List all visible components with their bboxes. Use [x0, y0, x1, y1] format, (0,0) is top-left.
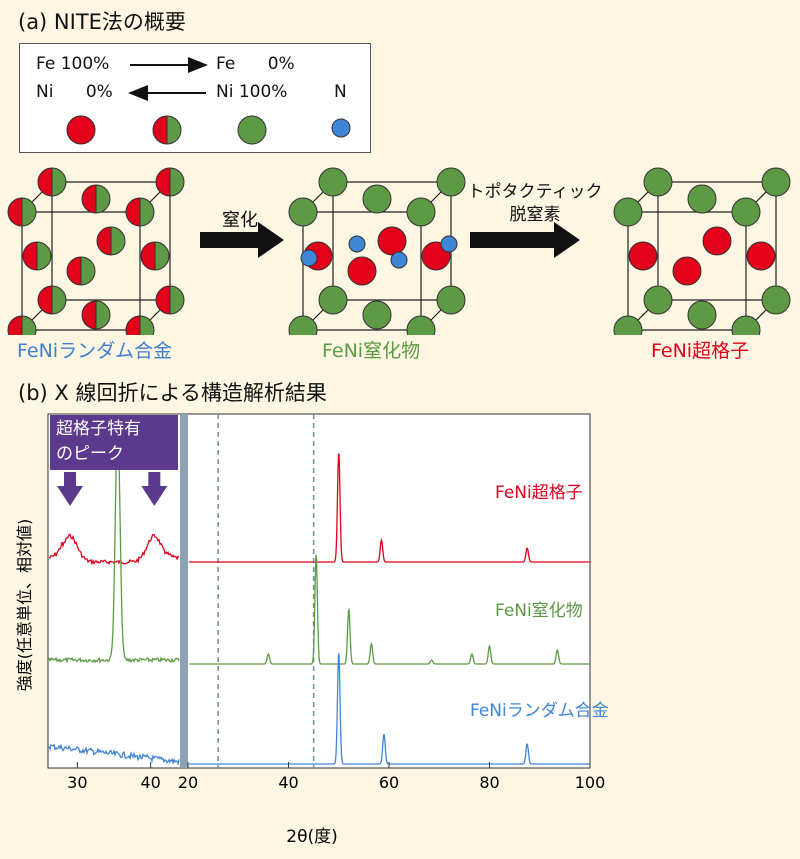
peak-callout: 超格子特有 のピーク	[50, 415, 178, 470]
crystal-label-random-alloy: FeNiランダム合金	[17, 340, 173, 362]
denitriding-label-line1: トポタクティック	[467, 182, 603, 202]
legend-ni-end: Ni 100%	[216, 82, 288, 102]
section-b-title: (b) X 線回折による構造解析結果	[18, 381, 327, 405]
legend-fe-end: Fe 0%	[216, 54, 295, 74]
denitriding-arrow-icon	[470, 222, 580, 258]
nitriding-arrow-icon	[200, 222, 284, 258]
peak-arrow-icon	[141, 472, 168, 506]
legend-graphics	[66, 57, 351, 145]
nitriding-label: 窒化	[222, 210, 258, 231]
crystal-diagrams	[7, 167, 791, 335]
series-right-0	[189, 453, 590, 563]
x-tick-label: 60	[379, 773, 399, 792]
peak-callout-line2: のピーク	[56, 444, 124, 464]
legend-n-atom-icon	[331, 118, 351, 138]
x-tick-label: 30	[67, 773, 87, 792]
series-left-1	[48, 421, 180, 664]
legend-box: Fe 100% Fe 0% Ni 0% Ni 100% N	[19, 43, 371, 153]
x-tick-label: 40	[140, 773, 160, 792]
y-axis-label: 強度(任意単位、相対値)	[15, 519, 34, 692]
legend-ni-atom-icon	[237, 115, 267, 145]
crystal-cell-nitride	[288, 167, 466, 335]
axis-break-bar	[180, 414, 188, 768]
peak-arrow-icon	[57, 472, 83, 506]
crystal-label-superlattice: FeNi超格子	[651, 340, 750, 362]
legend-fe-atom-icon	[66, 115, 96, 145]
series-right-1	[189, 554, 590, 665]
legend-ni-start: Ni 0%	[36, 82, 113, 102]
crystal-label-nitride: FeNi窒化物	[322, 340, 421, 362]
series-label-superlattice: FeNi超格子	[495, 483, 583, 503]
crystal-cell-super	[613, 167, 791, 335]
x-tick-label: 40	[278, 773, 298, 792]
crystal-cell-random	[7, 167, 185, 335]
x-tick-label: 20	[178, 773, 198, 792]
section-a-title: (a) NITE法の概要	[18, 10, 186, 34]
denitriding-label-line2: 脱窒素	[509, 205, 561, 225]
legend-fe-start: Fe 100%	[36, 54, 110, 74]
plot-frame	[47, 413, 591, 769]
xrd-chart: 30 40 20 40 60 80 100 2θ(度) 強度(任意単位、相対値) FeNi超…	[15, 413, 609, 847]
series-label-nitride: FeNi窒化物	[495, 601, 583, 621]
series-left-2	[48, 743, 180, 767]
legend-feni-atom-icon	[152, 115, 182, 145]
legend-n-label: N	[334, 82, 347, 102]
x-axis-label: 2θ(度)	[286, 827, 337, 847]
peak-callout-line1: 超格子特有	[56, 419, 141, 439]
x-tick-label: 100	[575, 773, 606, 792]
series-label-random-alloy: FeNiランダム合金	[470, 701, 609, 721]
x-tick-label: 80	[479, 773, 499, 792]
